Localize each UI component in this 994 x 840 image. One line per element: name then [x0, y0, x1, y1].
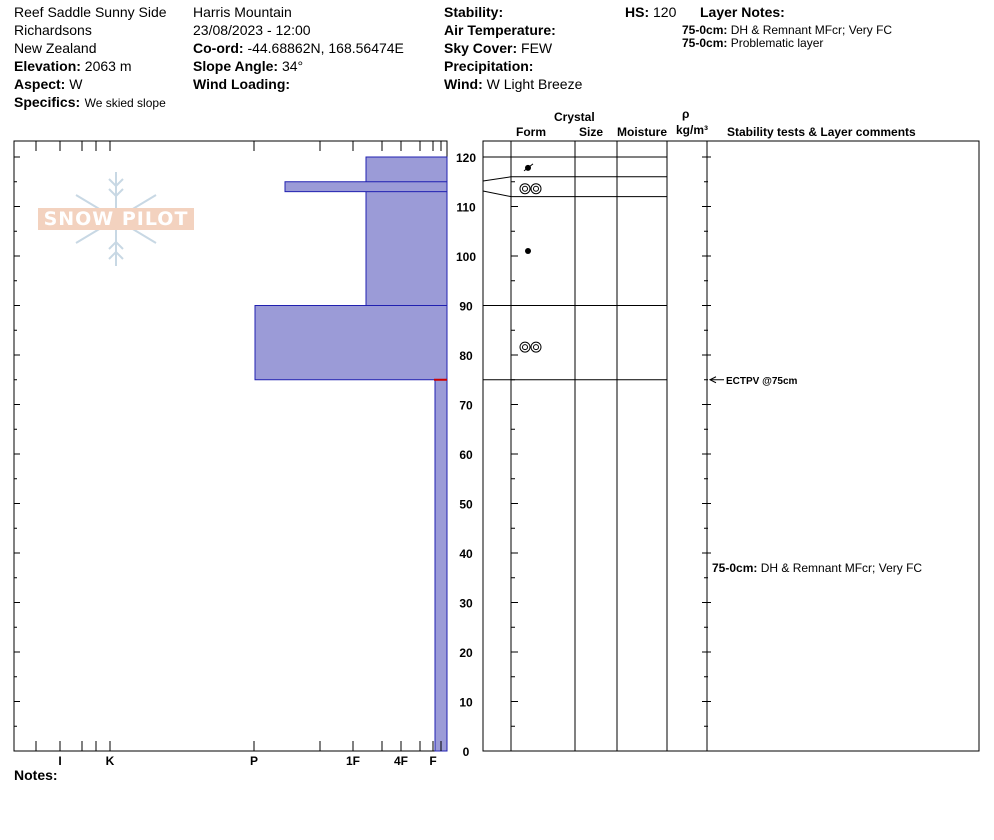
- form-header: Form: [516, 125, 546, 139]
- hardness-tick-label: I: [58, 754, 61, 768]
- depth-tick-label: 50: [459, 498, 473, 512]
- depth-tick-label: 40: [459, 547, 473, 561]
- melt-form-icon: [533, 185, 539, 192]
- layer-note: 75-0cm: Problematic layer: [682, 36, 824, 50]
- elevation: Elevation: 2063 m: [14, 58, 132, 74]
- stability-label: Stability:: [444, 4, 504, 20]
- stratigraphy-frame: [482, 140, 980, 752]
- coordinates: Co-ord: -44.68862N, 168.56474E: [193, 40, 404, 56]
- stability-test-arrow: [708, 376, 717, 384]
- layer-connector: [482, 190, 512, 198]
- moisture-header: Moisture: [617, 125, 668, 139]
- melt-form-icon: [533, 344, 539, 351]
- melt-form-icon: [519, 341, 531, 353]
- specifics: Specifics: We skied slope: [14, 94, 166, 110]
- depth-tick-label: 20: [459, 646, 473, 660]
- layer-note: 75-0cm: DH & Remnant MFcr; Very FC: [682, 23, 893, 37]
- depth-tick-label: 70: [459, 399, 473, 413]
- density-unit-header: kg/m³: [676, 123, 709, 137]
- depth-tick-label: 120: [456, 151, 476, 165]
- hardness-tick-label: 1F: [346, 754, 360, 768]
- precipitation-label: Precipitation:: [444, 58, 534, 74]
- slope-angle: Slope Angle: 34°: [193, 58, 304, 74]
- layer-notes-label: Layer Notes:: [700, 4, 785, 20]
- melt-form-icon: [530, 183, 542, 195]
- range: Harris Mountain: [193, 4, 292, 20]
- snow-height: HS: 120: [625, 4, 677, 20]
- area: Richardsons: [14, 22, 92, 38]
- depth-tick-label: 100: [456, 250, 476, 264]
- melt-form-icon: [519, 183, 531, 195]
- stability-comments-header: Stability tests & Layer comments: [727, 125, 916, 139]
- hardness-layer-bar: [365, 156, 448, 306]
- layer-connector: [482, 176, 512, 182]
- country: New Zealand: [14, 40, 97, 56]
- depth-tick-label: 110: [456, 201, 476, 215]
- decomposing-fragment-icon: [523, 163, 534, 172]
- size-header: Size: [579, 125, 604, 139]
- location: Reef Saddle Sunny Side: [14, 4, 167, 20]
- crystal-header: Crystal: [554, 110, 595, 124]
- stability-test-label: ECTPV @75cm: [726, 376, 798, 387]
- depth-tick-label: 0: [463, 745, 470, 759]
- melt-form-icon: [530, 341, 542, 353]
- melt-form-icon: [522, 344, 528, 351]
- hardness-layer-bar: [434, 379, 448, 752]
- logo-text: SNOW PILOT: [38, 208, 194, 230]
- depth-tick-label: 30: [459, 597, 473, 611]
- hardness-layer-bar: [284, 181, 448, 193]
- hardness-tick-label: 4F: [394, 754, 408, 768]
- hardness-layer-bar: [254, 305, 448, 381]
- wind: Wind: W Light Breeze: [444, 76, 583, 92]
- rounded-grain-icon: [525, 248, 531, 255]
- air-temperature-label: Air Temperature:: [444, 22, 556, 38]
- layer-comment: 75-0cm: DH & Remnant MFcr; Very FC: [712, 561, 922, 575]
- notes-label: Notes:: [14, 767, 58, 783]
- hardness-tick-label: F: [429, 754, 436, 768]
- sky-cover: Sky Cover: FEW: [444, 40, 553, 56]
- rho-header: ρ: [682, 107, 690, 121]
- snow-pilot-logo: SNOW PILOT: [38, 170, 194, 270]
- depth-tick-label: 80: [459, 349, 473, 363]
- aspect: Aspect: W: [14, 76, 83, 92]
- depth-tick-label: 10: [459, 696, 473, 710]
- hardness-tick-label: K: [106, 754, 115, 768]
- datetime: 23/08/2023 - 12:00: [193, 22, 311, 38]
- hardness-tick-label: P: [250, 754, 258, 768]
- wind-loading-label: Wind Loading:: [193, 76, 291, 92]
- depth-tick-label: 60: [459, 448, 473, 462]
- depth-tick-label: 90: [459, 300, 473, 314]
- melt-form-icon: [522, 185, 528, 192]
